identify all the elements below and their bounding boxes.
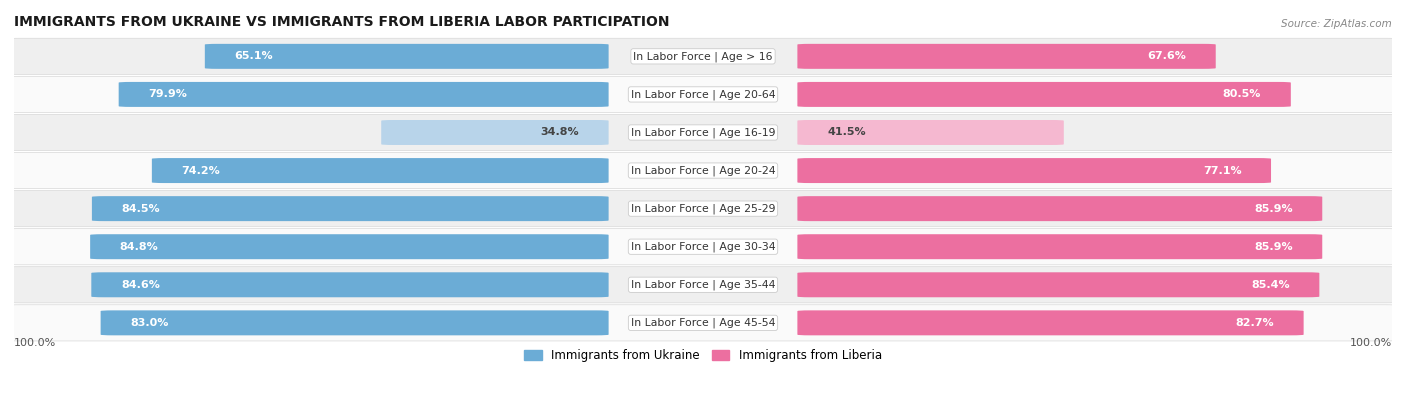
Text: 77.1%: 77.1% (1202, 166, 1241, 175)
Text: In Labor Force | Age 20-24: In Labor Force | Age 20-24 (631, 166, 775, 176)
Text: 85.4%: 85.4% (1251, 280, 1289, 290)
FancyBboxPatch shape (381, 120, 609, 145)
Text: 80.5%: 80.5% (1223, 89, 1261, 100)
Text: In Labor Force | Age 35-44: In Labor Force | Age 35-44 (631, 280, 775, 290)
Text: 100.0%: 100.0% (14, 338, 56, 348)
FancyBboxPatch shape (118, 82, 609, 107)
Text: 34.8%: 34.8% (540, 128, 579, 137)
Text: 79.9%: 79.9% (148, 89, 187, 100)
FancyBboxPatch shape (10, 38, 1396, 74)
Text: In Labor Force | Age 20-64: In Labor Force | Age 20-64 (631, 89, 775, 100)
Text: 65.1%: 65.1% (235, 51, 273, 61)
Text: In Labor Force | Age > 16: In Labor Force | Age > 16 (633, 51, 773, 62)
Text: 84.8%: 84.8% (120, 242, 159, 252)
Text: 67.6%: 67.6% (1147, 51, 1187, 61)
Text: In Labor Force | Age 45-54: In Labor Force | Age 45-54 (631, 318, 775, 328)
FancyBboxPatch shape (10, 267, 1396, 303)
FancyBboxPatch shape (797, 158, 1271, 183)
FancyBboxPatch shape (90, 234, 609, 259)
Text: Source: ZipAtlas.com: Source: ZipAtlas.com (1281, 19, 1392, 29)
FancyBboxPatch shape (10, 76, 1396, 113)
Text: 84.6%: 84.6% (121, 280, 160, 290)
Text: In Labor Force | Age 25-29: In Labor Force | Age 25-29 (631, 203, 775, 214)
FancyBboxPatch shape (101, 310, 609, 335)
FancyBboxPatch shape (797, 272, 1319, 297)
Text: In Labor Force | Age 30-34: In Labor Force | Age 30-34 (631, 241, 775, 252)
FancyBboxPatch shape (797, 196, 1322, 221)
FancyBboxPatch shape (797, 120, 1064, 145)
FancyBboxPatch shape (152, 158, 609, 183)
Legend: Immigrants from Ukraine, Immigrants from Liberia: Immigrants from Ukraine, Immigrants from… (519, 344, 887, 367)
Text: 85.9%: 85.9% (1254, 204, 1292, 214)
FancyBboxPatch shape (10, 115, 1396, 150)
Text: 100.0%: 100.0% (1350, 338, 1392, 348)
FancyBboxPatch shape (797, 234, 1322, 259)
FancyBboxPatch shape (205, 44, 609, 69)
Text: 84.5%: 84.5% (121, 204, 160, 214)
FancyBboxPatch shape (91, 272, 609, 297)
FancyBboxPatch shape (10, 152, 1396, 189)
FancyBboxPatch shape (10, 190, 1396, 227)
Text: 83.0%: 83.0% (131, 318, 169, 328)
FancyBboxPatch shape (10, 229, 1396, 265)
Text: 41.5%: 41.5% (827, 128, 866, 137)
Text: 82.7%: 82.7% (1236, 318, 1274, 328)
Text: In Labor Force | Age 16-19: In Labor Force | Age 16-19 (631, 127, 775, 138)
FancyBboxPatch shape (797, 82, 1291, 107)
Text: 74.2%: 74.2% (181, 166, 221, 175)
FancyBboxPatch shape (10, 305, 1396, 341)
Text: 85.9%: 85.9% (1254, 242, 1292, 252)
FancyBboxPatch shape (797, 310, 1303, 335)
FancyBboxPatch shape (91, 196, 609, 221)
FancyBboxPatch shape (797, 44, 1216, 69)
Text: IMMIGRANTS FROM UKRAINE VS IMMIGRANTS FROM LIBERIA LABOR PARTICIPATION: IMMIGRANTS FROM UKRAINE VS IMMIGRANTS FR… (14, 15, 669, 29)
